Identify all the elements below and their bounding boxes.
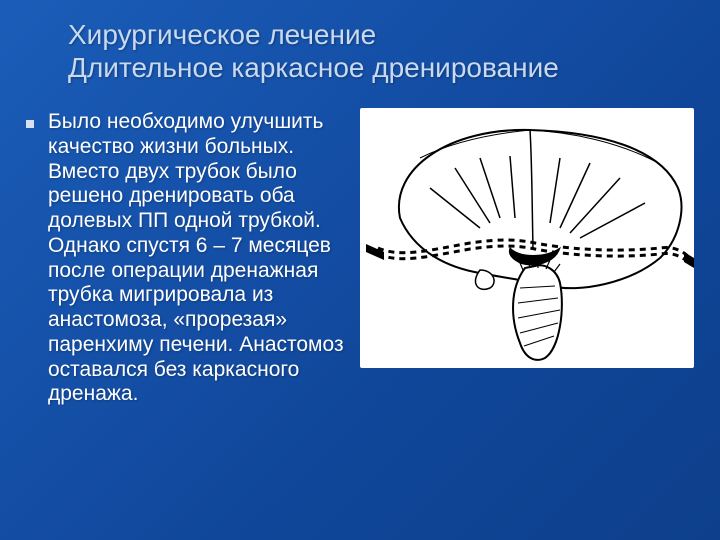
bullet-marker-icon <box>26 120 34 128</box>
slide-title: Хирургическое лечение Длительное каркасн… <box>68 18 690 84</box>
title-line-2: Длительное каркасное дренирование <box>68 51 690 84</box>
bullet-text: Было необходимо улучшить качество жизни … <box>48 110 346 407</box>
bullet-item: Было необходимо улучшить качество жизни … <box>26 110 346 407</box>
liver-drainage-figure <box>360 108 694 368</box>
body-text-area: Было необходимо улучшить качество жизни … <box>26 110 346 520</box>
slide: Хирургическое лечение Длительное каркасн… <box>0 0 720 540</box>
title-line-1: Хирургическое лечение <box>68 18 690 51</box>
